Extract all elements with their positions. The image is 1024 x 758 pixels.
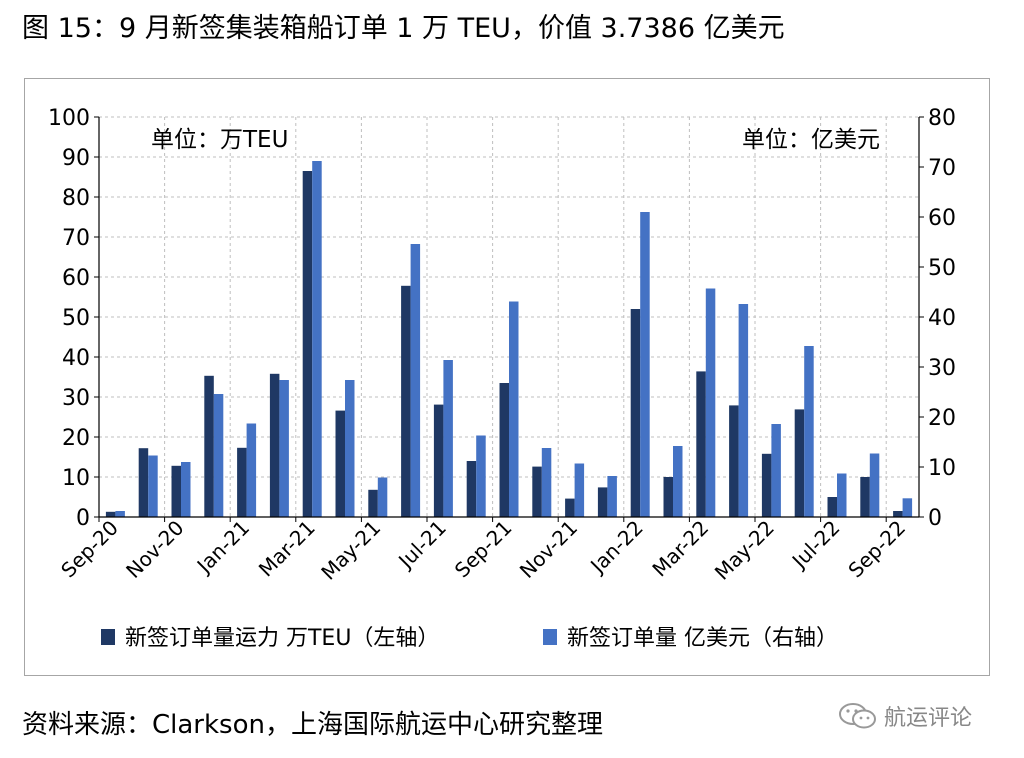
left-tick-label: 100 (48, 106, 90, 131)
x-tick-label: Jul-22 (786, 516, 845, 575)
bar-teu (368, 489, 378, 517)
bar-teu (532, 466, 542, 517)
bar-teu (335, 410, 345, 517)
bar-teu (663, 477, 673, 517)
source-note: 资料来源：Clarkson，上海国际航运中心研究整理 (22, 710, 603, 740)
bar-usd (345, 380, 355, 517)
bar-usd (738, 304, 749, 517)
x-tick-label: Sep-22 (843, 516, 910, 583)
bar-teu (860, 477, 870, 517)
bar-usd (312, 161, 322, 517)
bar-usd (574, 463, 585, 517)
bar-usd (213, 394, 224, 517)
watermark-text: 航运评论 (884, 706, 973, 731)
x-tick-label: May-22 (710, 516, 779, 585)
bar-usd (607, 476, 617, 517)
bar-usd (476, 435, 486, 517)
legend: 新签订单量运力 万TEU（左轴） 新签订单量 亿美元（右轴） (101, 626, 838, 651)
bar-teu (237, 447, 247, 517)
x-tick-label: Nov-20 (121, 516, 188, 583)
bars (105, 161, 913, 517)
bar-usd (115, 511, 125, 517)
x-tick-label: Jul-21 (392, 516, 451, 575)
bar-usd (673, 446, 683, 517)
legend-label-teu: 新签订单量运力 万TEU（左轴） (125, 626, 439, 651)
bar-teu (466, 461, 477, 517)
bar-teu (433, 404, 444, 517)
left-tick-label: 90 (62, 146, 90, 171)
left-tick-label: 20 (62, 426, 90, 451)
watermark: 航运评论 (838, 700, 972, 732)
bar-usd (837, 473, 847, 517)
left-tick-label: 60 (62, 266, 90, 291)
x-tick-label: Jan-21 (191, 516, 254, 579)
bar-usd (541, 448, 552, 517)
x-tick-label: May-21 (316, 516, 385, 585)
bar-teu (597, 487, 608, 517)
bar-usd (181, 462, 191, 517)
figure-title: 图 15：9 月新签集装箱船订单 1 万 TEU，价值 3.7386 亿美元 (22, 13, 785, 44)
left-tick-label: 30 (62, 386, 90, 411)
chart: 0 10 20 30 40 50 60 70 80 90 100 0 10 20 30 40 50 60 70 80 S… (48, 106, 956, 651)
bar-teu (105, 511, 116, 517)
right-tick-label: 50 (928, 256, 956, 281)
bar-teu (729, 405, 739, 517)
left-tick-label: 0 (76, 506, 90, 531)
bar-usd (377, 477, 388, 517)
right-axis-unit: 单位：亿美元 (742, 127, 880, 153)
x-tick-label: Mar-21 (254, 516, 320, 582)
bar-usd (443, 360, 453, 517)
bar-teu (138, 448, 149, 517)
left-tick-label: 50 (62, 306, 90, 331)
bar-teu (401, 285, 411, 517)
bar-usd (246, 423, 257, 517)
legend-swatch-usd (543, 629, 557, 645)
x-tick-label: Sep-21 (450, 516, 517, 583)
bar-teu (204, 375, 214, 517)
bar-teu (794, 409, 805, 517)
right-tick-label: 20 (928, 406, 956, 431)
x-tick-label: Nov-21 (515, 516, 582, 583)
legend-swatch-teu (101, 629, 115, 645)
left-tick-label: 40 (62, 346, 90, 371)
x-tick-label: Mar-22 (647, 516, 713, 582)
bar-teu (696, 371, 706, 517)
bar-usd (869, 453, 880, 517)
bar-usd (771, 424, 781, 517)
bar-usd (804, 346, 814, 517)
chart-frame: 0 10 20 30 40 50 60 70 80 90 100 0 10 20 30 40 50 60 70 80 S… (24, 78, 990, 676)
wechat-icon (839, 703, 876, 729)
bar-teu (761, 453, 772, 517)
right-tick-label: 40 (928, 306, 956, 331)
bar-usd (410, 244, 421, 517)
bar-teu (171, 465, 181, 517)
bar-teu (893, 511, 903, 517)
bar-teu (499, 383, 509, 517)
bar-usd (509, 301, 519, 517)
right-tick-label: 30 (928, 356, 956, 381)
x-tick-label: Jan-22 (584, 516, 647, 579)
right-tick-label: 0 (928, 506, 942, 531)
left-tick-label: 80 (62, 186, 90, 211)
bar-usd (148, 455, 158, 517)
right-tick-label: 60 (928, 206, 956, 231)
bar-teu (630, 309, 641, 517)
bar-teu (827, 497, 837, 517)
left-tick-label: 10 (62, 466, 90, 491)
bar-usd (279, 380, 289, 517)
bar-usd (640, 212, 650, 517)
bar-teu (302, 171, 313, 517)
left-tick-label: 70 (62, 226, 90, 251)
bar-teu (269, 373, 280, 517)
bar-usd (902, 498, 913, 517)
right-tick-label: 70 (928, 156, 956, 181)
right-tick-label: 80 (928, 106, 956, 131)
axes (94, 116, 924, 522)
left-axis-unit: 单位：万TEU (151, 127, 288, 153)
bar-teu (565, 498, 575, 517)
bar-usd (705, 288, 716, 517)
right-tick-label: 10 (928, 456, 956, 481)
legend-label-usd: 新签订单量 亿美元（右轴） (567, 626, 838, 651)
